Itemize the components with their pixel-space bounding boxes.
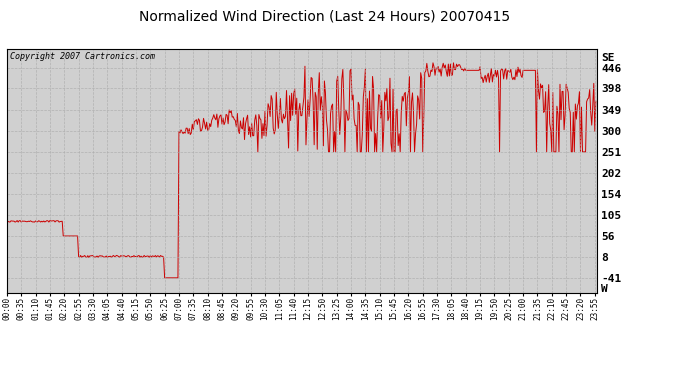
Text: Copyright 2007 Cartronics.com: Copyright 2007 Cartronics.com <box>10 53 155 62</box>
Text: Normalized Wind Direction (Last 24 Hours) 20070415: Normalized Wind Direction (Last 24 Hours… <box>139 9 510 23</box>
